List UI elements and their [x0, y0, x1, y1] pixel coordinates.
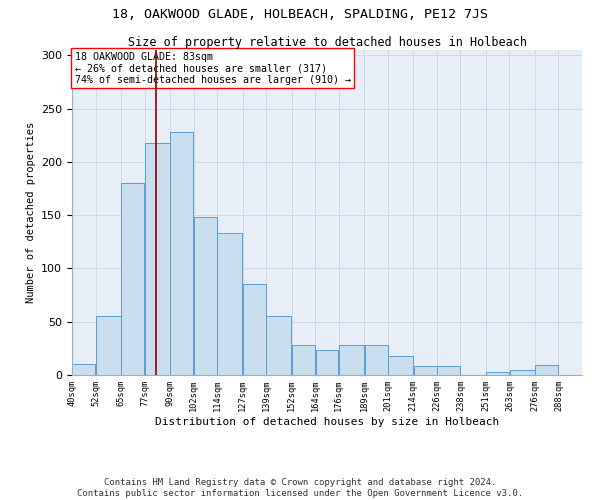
Bar [170, 132, 193, 375]
Bar [413, 366, 437, 375]
Bar [194, 218, 217, 375]
Bar [121, 183, 144, 375]
Y-axis label: Number of detached properties: Number of detached properties [26, 122, 35, 303]
X-axis label: Distribution of detached houses by size in Holbeach: Distribution of detached houses by size … [155, 417, 499, 427]
Bar [217, 234, 242, 375]
Bar [510, 370, 535, 375]
Bar [96, 316, 121, 375]
Bar [72, 364, 95, 375]
Bar [388, 356, 413, 375]
Bar [243, 284, 266, 375]
Bar [145, 142, 170, 375]
Title: Size of property relative to detached houses in Holbeach: Size of property relative to detached ho… [128, 36, 527, 49]
Text: 18 OAKWOOD GLADE: 83sqm
← 26% of detached houses are smaller (317)
74% of semi-d: 18 OAKWOOD GLADE: 83sqm ← 26% of detache… [74, 52, 350, 85]
Bar [486, 372, 509, 375]
Bar [365, 345, 388, 375]
Bar [339, 345, 364, 375]
Bar [437, 366, 460, 375]
Bar [292, 345, 315, 375]
Text: Contains HM Land Registry data © Crown copyright and database right 2024.
Contai: Contains HM Land Registry data © Crown c… [77, 478, 523, 498]
Text: 18, OAKWOOD GLADE, HOLBEACH, SPALDING, PE12 7JS: 18, OAKWOOD GLADE, HOLBEACH, SPALDING, P… [112, 8, 488, 20]
Bar [316, 350, 338, 375]
Bar [266, 316, 292, 375]
Bar [535, 366, 558, 375]
